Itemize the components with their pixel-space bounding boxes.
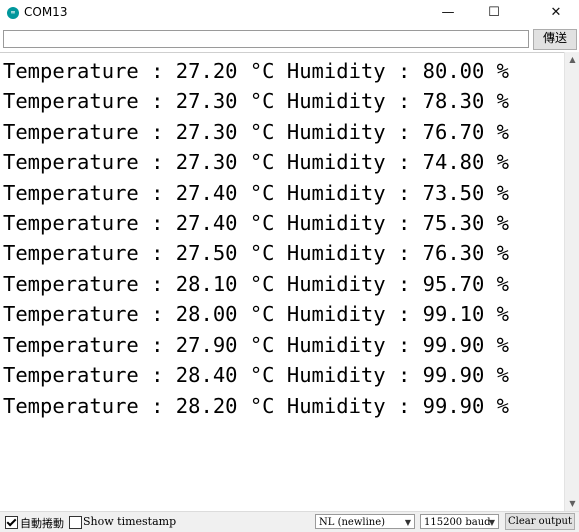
autoscroll-label: 自動捲動 (20, 515, 64, 531)
output-line: Temperature : 27.30 °C Humidity : 78.30 … (3, 86, 509, 116)
title-bar: ∞ COM13 — ☐ ✕ (0, 0, 579, 26)
send-input[interactable] (3, 30, 529, 48)
close-button[interactable]: ✕ (533, 0, 579, 26)
line-ending-value: NL (newline) (319, 517, 385, 528)
scroll-down-icon[interactable]: ▼ (565, 496, 579, 511)
output-line: Temperature : 27.30 °C Humidity : 74.80 … (3, 147, 509, 177)
window-title: COM13 (24, 5, 67, 19)
output-line: Temperature : 28.20 °C Humidity : 99.90 … (3, 391, 509, 421)
send-button[interactable]: 傳送 (533, 29, 577, 50)
vertical-scrollbar[interactable]: ▲ ▼ (564, 52, 579, 511)
chevron-down-icon: ▼ (405, 515, 411, 530)
baud-rate-value: 115200 baud (424, 517, 491, 528)
timestamp-label: Show timestamp (83, 515, 176, 528)
minimize-button[interactable]: — (425, 0, 471, 26)
output-line: Temperature : 28.40 °C Humidity : 99.90 … (3, 360, 509, 390)
maximize-button[interactable]: ☐ (471, 0, 517, 26)
baud-rate-select[interactable]: 115200 baud ▼ (420, 514, 499, 529)
scroll-up-icon[interactable]: ▲ (565, 52, 579, 67)
output-line: Temperature : 27.50 °C Humidity : 76.30 … (3, 238, 509, 268)
output-line: Temperature : 28.10 °C Humidity : 95.70 … (3, 269, 509, 299)
chevron-down-icon: ▼ (489, 515, 495, 530)
output-line: Temperature : 27.90 °C Humidity : 99.90 … (3, 330, 509, 360)
output-line: Temperature : 27.40 °C Humidity : 75.30 … (3, 208, 509, 238)
status-bar: 自動捲動 Show timestamp NL (newline) ▼ 11520… (0, 511, 579, 532)
output-line: Temperature : 27.40 °C Humidity : 73.50 … (3, 178, 509, 208)
line-ending-select[interactable]: NL (newline) ▼ (315, 514, 415, 529)
output-line: Temperature : 28.00 °C Humidity : 99.10 … (3, 299, 509, 329)
send-row: 傳送 (0, 27, 579, 51)
clear-output-button[interactable]: Clear output (505, 513, 575, 530)
arduino-icon: ∞ (7, 7, 19, 19)
autoscroll-checkbox[interactable] (5, 516, 18, 529)
output-line: Temperature : 27.20 °C Humidity : 80.00 … (3, 56, 509, 86)
serial-output-area[interactable]: Temperature : 27.20 °C Humidity : 80.00 … (0, 52, 564, 505)
timestamp-checkbox[interactable] (69, 516, 82, 529)
output-line: Temperature : 27.30 °C Humidity : 76.70 … (3, 117, 509, 147)
